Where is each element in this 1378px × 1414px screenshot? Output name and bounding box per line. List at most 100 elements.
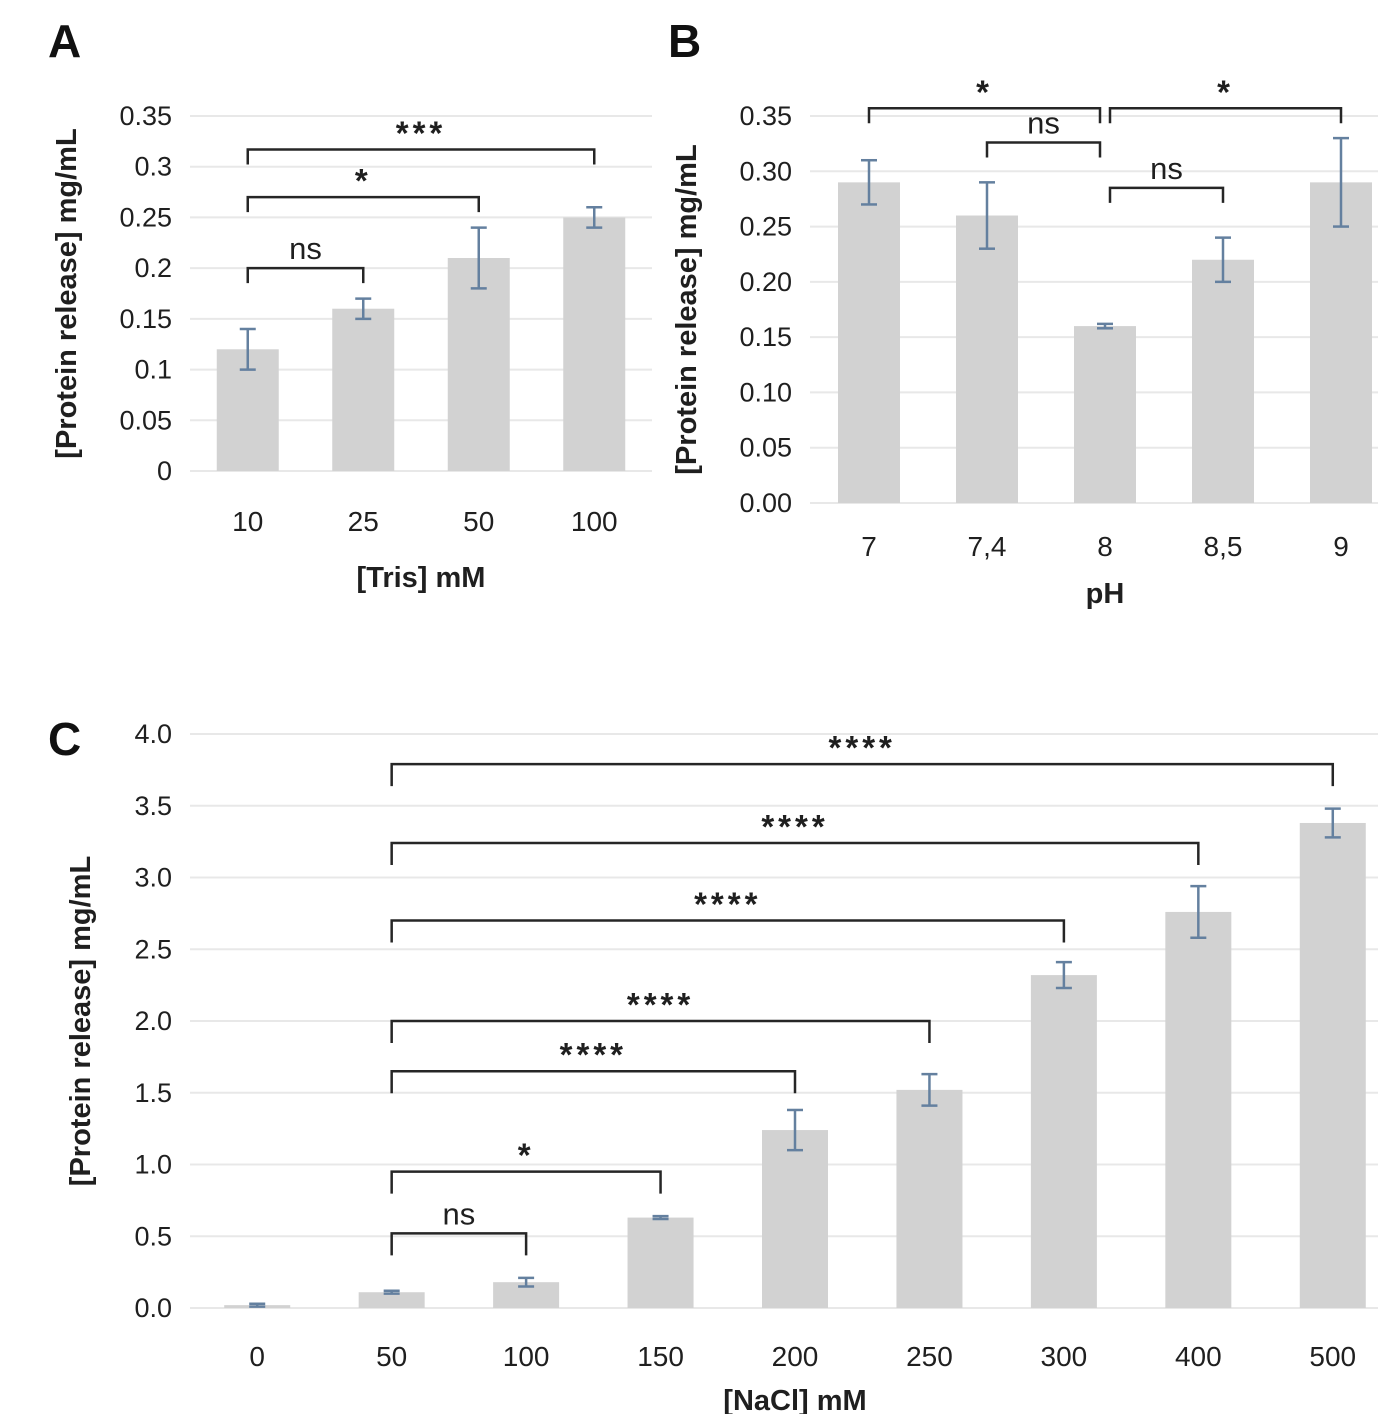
sig-bracket: [1108, 186, 1225, 203]
bar-150: [627, 1217, 694, 1308]
x-tick-label: 8: [1097, 531, 1113, 562]
error-bar-150: [652, 1214, 669, 1221]
x-tick-label: 200: [772, 1341, 819, 1372]
error-bar-300: [1055, 960, 1072, 990]
sig-label: ****: [627, 986, 694, 1023]
y-tick-label: 2.5: [134, 934, 172, 964]
bar-300: [1030, 975, 1097, 1308]
panel-c-letter: C: [48, 713, 82, 765]
sig-bracket: [390, 1170, 662, 1194]
y-axis-title: [Protein release] mg/mL: [51, 128, 83, 458]
y-tick-label: 3.5: [134, 791, 172, 821]
sig-bracket: [390, 919, 1066, 943]
y-tick-label: 0.35: [119, 101, 172, 131]
y-tick-label: 0.3: [134, 152, 172, 182]
x-tick-label: 300: [1041, 1341, 1088, 1372]
sig-label: ****: [761, 808, 828, 845]
error-bar-250: [921, 1072, 938, 1107]
bar-7,4: [956, 215, 1018, 503]
y-tick-label: 1.5: [134, 1078, 172, 1108]
panel-b-letter: B: [668, 15, 702, 67]
sig-bracket: [390, 1232, 528, 1256]
error-bar-100: [518, 1276, 535, 1288]
sig-label: ns: [443, 1196, 476, 1231]
x-tick-label: 25: [348, 506, 379, 537]
error-bar-50: [470, 226, 487, 290]
x-tick-label: 8,5: [1204, 531, 1243, 562]
x-tick-label: 150: [637, 1341, 684, 1372]
y-tick-label: 4.0: [134, 719, 172, 749]
sig-label: ns: [1150, 151, 1183, 186]
error-bar-7,4: [979, 181, 995, 250]
error-bar-8: [1097, 322, 1113, 330]
y-tick-label: 0.0: [134, 1293, 172, 1323]
sig-label: *: [518, 1137, 535, 1174]
error-bar-0: [249, 1302, 266, 1308]
panel-b: B 0.00 0.05 0.10 0.15 0.20 0.25 0.30 0.35 7 7,4 8 8…: [660, 16, 1378, 661]
sig-bracket: [867, 107, 1102, 124]
bar-25: [332, 308, 395, 471]
bar-8: [1074, 326, 1136, 503]
x-tick-label: 9: [1333, 531, 1349, 562]
error-bar-7: [861, 158, 877, 206]
sig-label: ***: [396, 114, 447, 151]
x-tick-label: 0: [249, 1341, 265, 1372]
error-bar-8,5: [1215, 236, 1231, 284]
sig-bracket: [390, 841, 1200, 866]
sig-label: ns: [1027, 106, 1060, 141]
sig-label: *: [355, 162, 372, 199]
sig-bracket: [390, 1069, 797, 1094]
error-bar-9: [1333, 136, 1349, 228]
bar-500: [1299, 822, 1366, 1308]
y-tick-label: 0.10: [739, 377, 792, 407]
y-tick-label: 0.5: [134, 1221, 172, 1251]
x-tick-label: 7: [861, 531, 877, 562]
bar-400: [1165, 911, 1232, 1308]
x-tick-label: 400: [1175, 1341, 1222, 1372]
error-bar-200: [787, 1108, 803, 1152]
y-tick-label: 0.15: [119, 304, 172, 334]
bar-250: [896, 1089, 963, 1308]
error-bar-100: [586, 206, 603, 229]
y-tick-label: 1.0: [134, 1150, 172, 1180]
y-tick-label: 2.0: [134, 1006, 172, 1036]
nacl-bar-chart: 0.0 0.5 1.0 1.5 2.0 2.5 3.0 3.5 4.0 0 50 100 150 200 2…: [65, 719, 1378, 1414]
bar-8,5: [1192, 259, 1254, 503]
sig-bracket: [390, 1019, 931, 1043]
error-bar-500: [1324, 807, 1341, 839]
y-tick-label: 0.25: [119, 202, 172, 232]
y-tick-label: 0.1: [134, 355, 172, 385]
y-axis-title: [Protein release] mg/mL: [65, 856, 97, 1186]
bar-50: [447, 258, 510, 471]
x-axis-title: [Tris] mM: [357, 562, 486, 594]
panel-a: A 0 0.05 0.1 0.15 0.2 0.25 0.3 0.35 10 25 50 100 [Tr…: [40, 16, 660, 661]
error-bar-400: [1190, 884, 1207, 940]
x-tick-label: 7,4: [968, 531, 1007, 562]
x-tick-label: 10: [232, 506, 263, 537]
y-tick-label: 0.30: [739, 156, 792, 186]
sig-bracket: [985, 141, 1102, 158]
y-tick-label: 0.05: [739, 433, 792, 463]
sig-label: *: [976, 73, 993, 110]
x-tick-label: 50: [463, 506, 494, 537]
error-bar-50: [383, 1289, 400, 1295]
y-tick-label: 0.05: [119, 405, 172, 435]
bar-50: [358, 1292, 425, 1308]
bar-7: [838, 182, 900, 504]
y-axis-title: [Protein release] mg/mL: [671, 144, 703, 474]
sig-label: ****: [560, 1036, 627, 1073]
error-bar-10: [239, 327, 256, 371]
y-tick-label: 0.35: [739, 101, 792, 131]
tris-bar-chart: 0 0.05 0.1 0.15 0.2 0.25 0.3 0.35 10 25 50 100 [Tris…: [51, 101, 652, 594]
y-tick-label: 0.25: [739, 212, 792, 242]
sig-label: ns: [289, 231, 322, 266]
sig-label: ****: [829, 729, 896, 766]
error-bar-25: [355, 297, 372, 321]
x-tick-label: 100: [571, 506, 618, 537]
y-tick-label: 0.2: [134, 253, 172, 283]
sig-bracket: [246, 266, 365, 284]
ph-bar-chart: 0.00 0.05 0.10 0.15 0.20 0.25 0.30 0.35 7 7,4 8 8,5…: [671, 73, 1378, 610]
y-tick-label: 0.20: [739, 267, 792, 297]
sig-bracket: [1108, 107, 1343, 124]
x-tick-label: 50: [376, 1341, 407, 1372]
